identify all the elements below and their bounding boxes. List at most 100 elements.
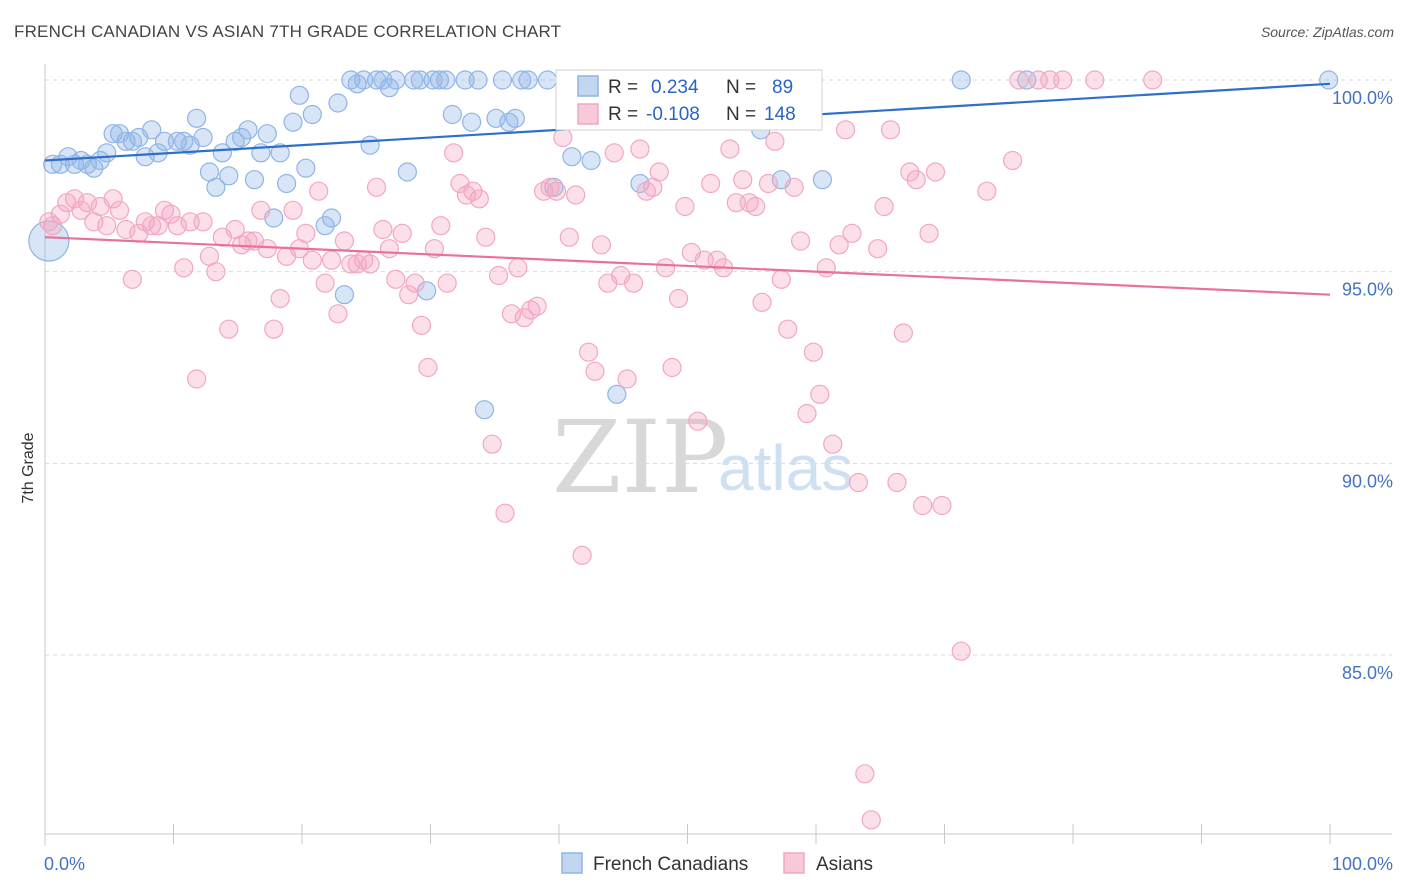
french-canadians-point-63	[468, 70, 488, 90]
legend-n-label-1: N =	[726, 77, 756, 98]
asians-point-139	[932, 495, 952, 516]
asians-point-123	[829, 235, 849, 255]
y-tick-label-0: 100.0%	[1332, 88, 1393, 108]
french-canadians-point-22	[187, 108, 207, 128]
french-canadians-point-16	[142, 120, 162, 140]
asians-point-0	[39, 212, 59, 232]
asians-point-99	[675, 196, 695, 217]
source-label: Source: ZipAtlas.com	[1260, 24, 1394, 40]
asians-point-83	[572, 545, 592, 565]
asians-point-112	[758, 173, 779, 194]
french-canadians-point-75	[581, 150, 601, 171]
asians-point-108	[733, 170, 753, 190]
legend-n-label-2: N =	[726, 104, 756, 125]
asians-point-61	[431, 216, 451, 236]
asians-point-4	[64, 189, 85, 209]
asians-point-20	[167, 216, 187, 236]
asians-point-90	[617, 369, 637, 389]
y-tick-label-1: 95.0%	[1342, 280, 1393, 300]
asians-point-119	[803, 342, 824, 362]
asians-point-148	[1143, 70, 1163, 90]
french-canadians-point-52	[386, 70, 406, 90]
asians-point-45	[328, 304, 348, 324]
watermark-atlas: atlas	[718, 432, 853, 504]
french-canadians-point-37	[283, 112, 303, 132]
asians-point-10	[103, 189, 123, 209]
asians-point-114	[771, 269, 791, 289]
asians-point-121	[816, 258, 836, 278]
asians-point-73	[508, 258, 528, 278]
asians-point-71	[495, 503, 515, 523]
asians-point-69	[482, 434, 502, 454]
french-canadians-point-19	[167, 131, 187, 151]
asians-point-42	[309, 181, 329, 201]
french-canadians-point-40	[302, 104, 322, 125]
asians-point-127	[855, 764, 875, 784]
asians-point-101	[688, 411, 708, 431]
asians-point-38	[283, 200, 303, 220]
french-canadians-point-7	[84, 158, 104, 178]
x-tick-label-1: 100.0%	[1332, 854, 1393, 874]
asians-point-103	[701, 173, 721, 194]
asians-point-53	[379, 239, 399, 259]
french-canadians-point-30	[238, 120, 258, 140]
asians-point-86	[591, 235, 612, 255]
asians-point-12	[116, 219, 136, 240]
asians-point-88	[604, 143, 624, 163]
x-tick-labels: 0.0% 100.0%	[44, 854, 1393, 874]
asians-point-62	[437, 273, 457, 293]
asians-point-5	[71, 200, 91, 220]
french-canadians-point-88	[1017, 70, 1037, 90]
french-canadians-point-35	[270, 143, 290, 163]
asians-point-6	[77, 193, 98, 213]
series-asians	[39, 70, 1163, 830]
asians-point-34	[257, 239, 277, 259]
asians-point-74	[514, 308, 534, 328]
asians-point-131	[880, 120, 901, 140]
asians-point-81	[559, 227, 579, 247]
asians-point-70	[489, 265, 509, 286]
french-canadians-point-12	[116, 131, 136, 151]
asians-point-72	[501, 304, 522, 324]
asians-point-21	[174, 258, 194, 278]
asians-point-118	[797, 403, 817, 424]
chart-title: FRENCH CANADIAN VS ASIAN 7TH GRADE CORRE…	[14, 22, 562, 41]
asians-point-95	[649, 162, 669, 182]
french-canadians-point-3	[58, 147, 78, 167]
french-canadians-point-87	[951, 70, 971, 90]
asians-point-9	[97, 216, 117, 236]
legend-r-label-2: R =	[608, 104, 638, 125]
grid-lines	[45, 79, 1392, 656]
asians-point-135	[906, 170, 926, 190]
asians-point-40	[296, 223, 316, 243]
asians-point-36	[270, 288, 290, 309]
asians-point-13	[122, 269, 142, 289]
asians-point-2	[50, 204, 71, 224]
asians-point-136	[913, 495, 933, 516]
asians-point-41	[302, 250, 322, 270]
asians-point-111	[752, 292, 772, 312]
asians-point-141	[977, 181, 997, 201]
french-canadians-point-25	[206, 177, 226, 197]
french-canadians-point-27	[219, 166, 239, 186]
asians-point-24	[193, 212, 213, 232]
asians-point-66	[463, 181, 483, 201]
asians-point-143	[1009, 70, 1029, 90]
asians-point-33	[251, 200, 271, 220]
asians-point-85	[585, 361, 605, 381]
asians-point-104	[707, 250, 727, 270]
french-canadians-point-44	[334, 285, 355, 305]
french-canadians-point-65	[486, 108, 506, 128]
asians-point-76	[527, 296, 547, 316]
french-canadians-point-33	[257, 124, 277, 144]
french-canadians-point-69	[512, 70, 532, 90]
asians-point-97	[662, 357, 682, 378]
asians-point-63	[444, 143, 464, 163]
watermark-zip: ZIP	[552, 399, 728, 516]
y-tick-label-3: 85.0%	[1342, 663, 1393, 683]
asians-point-55	[392, 223, 412, 243]
asians-point-117	[790, 231, 811, 251]
asians-point-11	[109, 200, 130, 220]
french-canadians-point-56	[417, 281, 437, 301]
trend-line-asians	[44, 236, 1331, 296]
